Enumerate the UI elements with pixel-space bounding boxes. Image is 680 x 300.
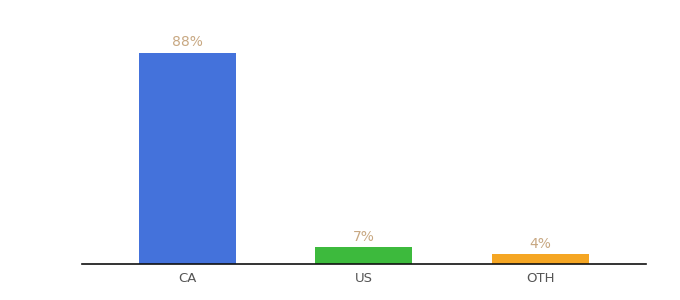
Text: 4%: 4%	[529, 237, 551, 251]
Bar	[139, 53, 236, 264]
Bar	[492, 254, 589, 264]
Text: 7%: 7%	[353, 230, 375, 244]
Text: 88%: 88%	[172, 35, 203, 49]
Bar	[316, 247, 412, 264]
